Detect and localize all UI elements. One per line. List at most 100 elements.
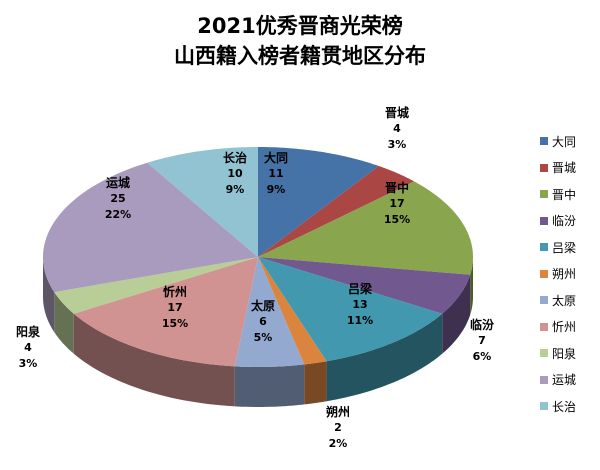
label-percent: 2% <box>328 437 348 450</box>
label-percent: 3% <box>18 357 38 370</box>
label-name: 长治 <box>222 151 248 165</box>
slice-side-忻州 <box>73 313 235 407</box>
legend-swatch-icon <box>540 137 548 146</box>
label-name: 晋城 <box>384 106 410 120</box>
data-label: 朔州 2 2% <box>326 404 350 452</box>
label-percent: 9% <box>225 183 245 196</box>
legend-label: 忻州 <box>552 320 577 335</box>
slice-side-阳泉 <box>54 292 74 354</box>
legend-item: 阳泉 <box>540 340 576 367</box>
chart-subtitle: 山西籍入榜者籍贯地区分布 <box>174 44 426 68</box>
label-percent: 15% <box>383 213 411 226</box>
legend-swatch-icon <box>540 375 548 384</box>
legend-item: 吕梁 <box>540 234 576 261</box>
legend-label: 太原 <box>552 293 577 308</box>
label-name: 晋中 <box>384 181 409 195</box>
legend-label: 阳泉 <box>552 346 577 361</box>
slice-朔州[interactable] <box>258 257 327 365</box>
legend-item: 长治 <box>540 393 576 420</box>
legend-swatch-icon <box>540 269 548 278</box>
label-percent: 11% <box>346 314 374 327</box>
label-value: 2 <box>334 421 342 434</box>
legend-label: 运城 <box>552 373 577 388</box>
label-value: 17 <box>167 301 183 314</box>
label-name: 运城 <box>105 176 130 190</box>
slice-吕梁[interactable] <box>258 257 443 362</box>
slice-side-吕梁 <box>326 313 443 402</box>
legend-swatch-icon <box>540 190 548 199</box>
legend-swatch-icon <box>540 402 548 411</box>
slice-忻州[interactable] <box>73 257 258 367</box>
data-label: 大同 11 9% <box>264 150 288 198</box>
legend-item: 大同 <box>540 128 576 155</box>
label-value: 4 <box>24 341 32 354</box>
slice-side-朔州 <box>304 361 327 405</box>
legend-item: 临汾 <box>540 208 576 235</box>
slice-阳泉[interactable] <box>54 257 258 314</box>
chart-legend: 大同晋城晋中临汾吕梁朔州太原忻州阳泉运城长治 <box>540 128 576 420</box>
legend-item: 忻州 <box>540 314 576 341</box>
legend-swatch-icon <box>540 296 548 305</box>
legend-swatch-icon <box>540 163 548 172</box>
label-name: 临汾 <box>469 318 495 332</box>
legend-item: 朔州 <box>540 261 576 288</box>
slice-长治[interactable] <box>147 147 258 257</box>
slice-side-晋中 <box>470 257 473 315</box>
slice-运城[interactable] <box>43 162 258 293</box>
legend-label: 晋城 <box>552 161 577 176</box>
legend-label: 吕梁 <box>552 240 577 255</box>
label-percent: 6% <box>472 350 492 363</box>
label-name: 朔州 <box>325 405 351 419</box>
label-value: 7 <box>478 334 486 347</box>
slice-晋中[interactable] <box>258 181 473 275</box>
label-value: 13 <box>352 298 368 311</box>
label-percent: 22% <box>104 208 132 221</box>
label-value: 17 <box>389 197 405 210</box>
label-value: 4 <box>393 122 401 135</box>
data-label: 临汾 7 6% <box>470 317 494 365</box>
legend-item: 太原 <box>540 287 576 314</box>
label-value: 6 <box>259 315 267 328</box>
legend-label: 临汾 <box>552 214 577 229</box>
label-name: 阳泉 <box>15 325 41 339</box>
legend-item: 晋城 <box>540 155 576 182</box>
slice-side-运城 <box>43 257 55 333</box>
label-name: 吕梁 <box>347 282 372 296</box>
slice-太原[interactable] <box>234 257 305 367</box>
legend-item: 晋中 <box>540 181 576 208</box>
label-percent: 5% <box>253 331 273 344</box>
label-value: 10 <box>227 167 243 180</box>
legend-label: 晋中 <box>552 187 577 202</box>
label-percent: 15% <box>161 317 189 330</box>
label-percent: 3% <box>387 138 407 151</box>
chart-title: 2021优秀晋商光荣榜 <box>197 14 403 38</box>
data-label: 晋中 17 15% <box>384 180 410 228</box>
legend-label: 朔州 <box>552 267 577 282</box>
data-label: 运城 25 22% <box>105 175 131 223</box>
slice-临汾[interactable] <box>258 257 471 314</box>
legend-swatch-icon <box>540 216 548 225</box>
data-label: 太原 6 5% <box>251 298 275 346</box>
slice-晋城[interactable] <box>258 166 415 257</box>
label-percent: 9% <box>266 183 286 196</box>
legend-swatch-icon <box>540 349 548 358</box>
data-label: 吕梁 13 11% <box>347 281 373 329</box>
data-label: 晋城 4 3% <box>385 105 409 153</box>
data-label: 忻州 17 15% <box>162 284 188 332</box>
label-value: 25 <box>110 192 126 205</box>
legend-label: 大同 <box>552 134 577 149</box>
legend-item: 运城 <box>540 367 576 394</box>
label-name: 太原 <box>250 299 276 313</box>
label-value: 11 <box>268 167 284 180</box>
legend-swatch-icon <box>540 322 548 331</box>
legend-label: 长治 <box>552 399 577 414</box>
data-label: 阳泉 4 3% <box>16 324 40 372</box>
legend-swatch-icon <box>540 243 548 252</box>
label-name: 忻州 <box>162 285 187 299</box>
label-name: 大同 <box>263 151 289 165</box>
slice-side-太原 <box>234 364 305 407</box>
data-label: 长治 10 9% <box>223 150 247 198</box>
slice-side-临汾 <box>442 274 471 354</box>
slice-大同[interactable] <box>258 147 379 257</box>
